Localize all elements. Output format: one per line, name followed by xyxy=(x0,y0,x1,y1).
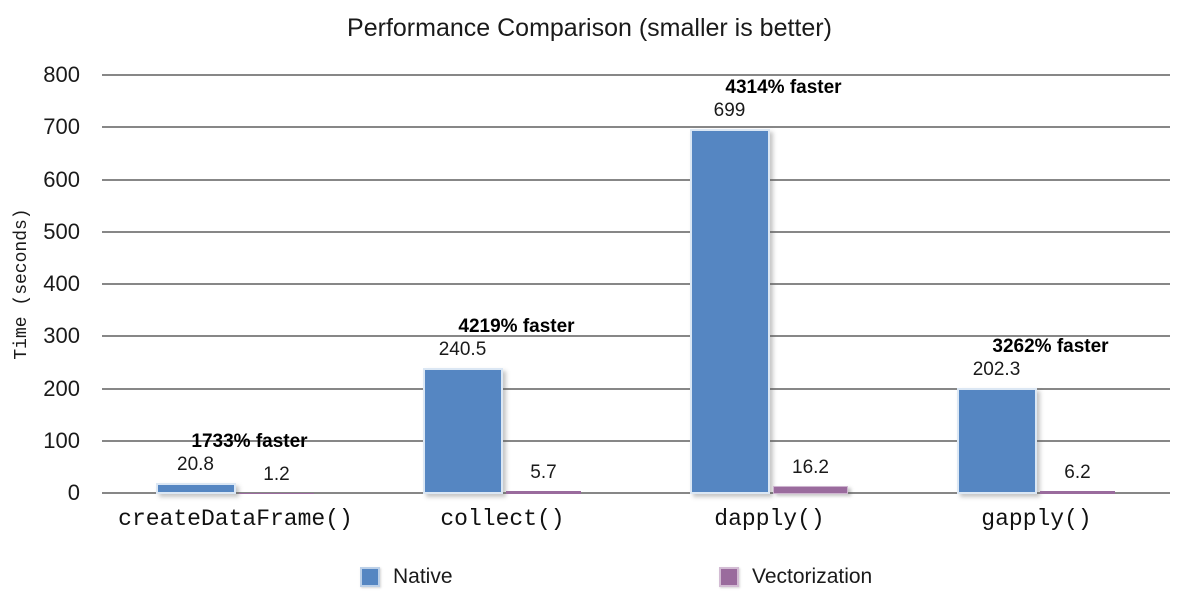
category-label-3: gapply() xyxy=(981,506,1092,532)
value-label-vectorization-0: 1.2 xyxy=(263,464,290,485)
y-tick-label-400: 400 xyxy=(43,271,80,296)
gridline-600 xyxy=(102,178,1170,181)
gridline-500 xyxy=(102,230,1170,233)
category-label-0: createDataFrame() xyxy=(118,506,353,532)
legend-item-native: Native xyxy=(360,565,453,589)
annotation-1: 4219% faster xyxy=(458,316,575,337)
gridline-800 xyxy=(102,74,1170,76)
y-tick-label-500: 500 xyxy=(43,218,80,244)
bar-native-2 xyxy=(689,129,770,494)
value-label-native-0: 20.8 xyxy=(177,454,214,475)
y-tick-label-700: 700 xyxy=(43,114,80,140)
value-label-vectorization-1: 5.7 xyxy=(530,462,557,483)
y-tick-label-100: 100 xyxy=(43,427,80,453)
category-label-1: collect() xyxy=(440,506,565,532)
annotation-0: 1733% faster xyxy=(191,431,308,452)
legend-label-native: Native xyxy=(393,565,453,588)
y-tick-label-0: 0 xyxy=(67,480,80,505)
value-label-native-1: 240.5 xyxy=(438,339,487,360)
legend-label-vectorization: Vectorization xyxy=(752,565,873,588)
bar-native-3 xyxy=(956,388,1037,494)
bar-native-1 xyxy=(422,368,503,494)
bar-vectorization-2 xyxy=(772,486,848,494)
value-label-native-2: 699 xyxy=(713,100,746,121)
value-label-vectorization-3: 6.2 xyxy=(1064,462,1091,483)
value-label-native-3: 202.3 xyxy=(972,359,1021,380)
y-tick-label-200: 200 xyxy=(43,375,80,401)
bar-native-0 xyxy=(155,483,236,494)
y-tick-label-600: 600 xyxy=(43,166,80,192)
legend-swatch-native xyxy=(360,567,380,587)
gridline-300 xyxy=(102,335,1170,338)
annotation-3: 3262% faster xyxy=(992,336,1109,357)
gridline-700 xyxy=(102,126,1170,129)
bar-vectorization-1 xyxy=(505,491,581,494)
annotation-2: 4314% faster xyxy=(725,77,842,98)
gridline-0 xyxy=(102,492,1170,494)
chart-title: Performance Comparison (smaller is bette… xyxy=(347,14,832,42)
legend-swatch-vectorization xyxy=(719,567,739,587)
gridline-100 xyxy=(102,439,1170,442)
y-tick-label-800: 800 xyxy=(43,62,80,87)
bar-vectorization-3 xyxy=(1039,491,1115,494)
y-tick-label-300: 300 xyxy=(43,323,80,349)
bar-vectorization-0 xyxy=(238,493,314,494)
value-label-vectorization-2: 16.2 xyxy=(792,457,829,478)
category-label-2: dapply() xyxy=(714,506,825,532)
gridline-200 xyxy=(102,387,1170,390)
gridline-400 xyxy=(102,283,1170,285)
legend-item-vectorization: Vectorization xyxy=(719,565,872,589)
